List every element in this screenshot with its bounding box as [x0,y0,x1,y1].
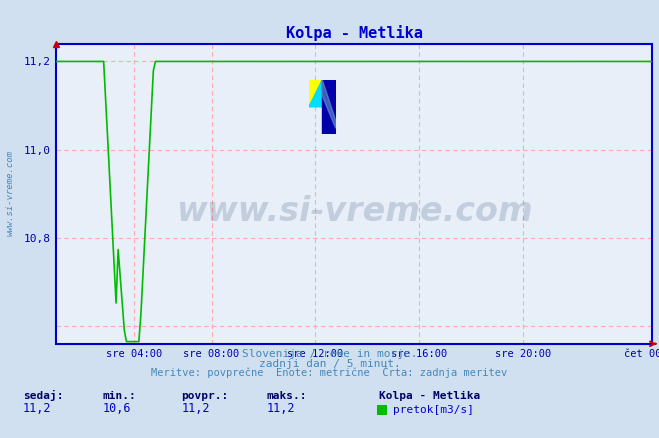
Polygon shape [309,80,322,107]
Text: sedaj:: sedaj: [23,390,63,402]
Polygon shape [309,80,322,107]
Text: www.si-vreme.com: www.si-vreme.com [176,195,532,228]
Text: min.:: min.: [102,392,136,402]
Text: 11,2: 11,2 [23,402,51,415]
Text: zadnji dan / 5 minut.: zadnji dan / 5 minut. [258,359,401,369]
Polygon shape [322,80,335,134]
Polygon shape [322,80,335,128]
Text: 11,2: 11,2 [267,402,295,415]
Text: 11,2: 11,2 [181,402,210,415]
Title: Kolpa - Metlika: Kolpa - Metlika [286,25,422,41]
Text: pretok[m3/s]: pretok[m3/s] [393,405,474,415]
Text: Kolpa - Metlika: Kolpa - Metlika [379,392,480,402]
Text: Meritve: povprečne  Enote: metrične  Črta: zadnja meritev: Meritve: povprečne Enote: metrične Črta:… [152,366,507,378]
Text: Slovenija / reke in morje.: Slovenija / reke in morje. [242,349,417,359]
Text: www.si-vreme.com: www.si-vreme.com [5,150,14,236]
Text: maks.:: maks.: [267,392,307,402]
Text: povpr.:: povpr.: [181,392,229,402]
Text: 10,6: 10,6 [102,402,130,415]
